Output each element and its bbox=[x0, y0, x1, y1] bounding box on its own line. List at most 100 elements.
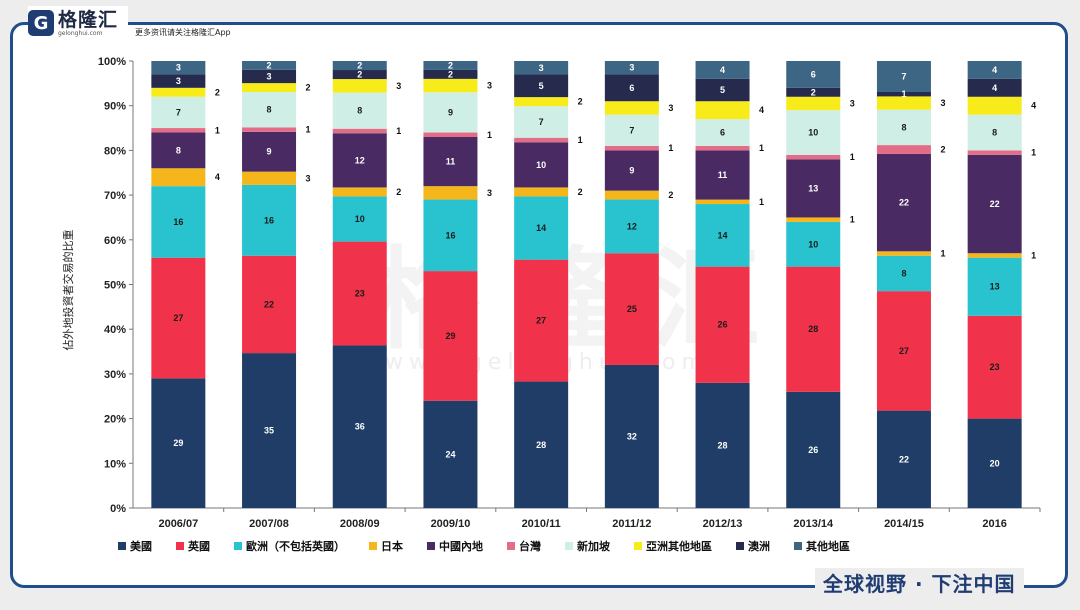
data-label: 23 bbox=[990, 362, 1000, 372]
data-label: 27 bbox=[173, 313, 183, 323]
data-label: 2 bbox=[357, 61, 362, 71]
data-label: 25 bbox=[627, 304, 637, 314]
bar-segment bbox=[514, 74, 569, 98]
bar-segment bbox=[786, 391, 841, 508]
bar-layer bbox=[151, 61, 1022, 508]
data-label: 14 bbox=[536, 223, 546, 233]
logo-mark-icon: G bbox=[28, 10, 54, 36]
bar-segment bbox=[151, 257, 206, 379]
data-label: 12 bbox=[355, 155, 365, 165]
data-label: 8 bbox=[901, 268, 906, 278]
legend-label: 歐洲（不包括英國） bbox=[246, 539, 345, 553]
x-tick-label: 2016 bbox=[982, 518, 1006, 530]
bar-segment bbox=[151, 74, 206, 88]
data-label: 2 bbox=[578, 97, 583, 107]
bar-segment bbox=[786, 61, 841, 88]
data-label: 7 bbox=[176, 107, 181, 117]
data-label: 4 bbox=[1031, 101, 1036, 111]
data-label: 8 bbox=[176, 145, 181, 155]
bar-segment bbox=[695, 61, 750, 79]
legend-swatch bbox=[234, 542, 242, 550]
data-label: 22 bbox=[899, 454, 909, 464]
data-label: 8 bbox=[357, 106, 362, 116]
data-label: 2 bbox=[357, 70, 362, 80]
data-label: 29 bbox=[445, 331, 455, 341]
bar-segment bbox=[423, 92, 478, 133]
bar-segment bbox=[151, 61, 206, 75]
bar-segment bbox=[967, 150, 1022, 155]
data-label: 1 bbox=[668, 143, 673, 153]
data-label: 2 bbox=[448, 69, 453, 79]
data-label: 3 bbox=[487, 188, 492, 198]
data-label: 2 bbox=[448, 60, 453, 70]
legend-label: 其他地區 bbox=[806, 539, 850, 553]
y-tick-label: 70% bbox=[104, 190, 126, 202]
data-label: 7 bbox=[629, 125, 634, 135]
data-label: 2 bbox=[578, 187, 583, 197]
y-tick-label: 0% bbox=[110, 503, 126, 515]
bar-segment bbox=[604, 253, 659, 365]
data-label: 11 bbox=[446, 157, 456, 167]
bar-segment bbox=[151, 128, 206, 133]
bar-segment bbox=[786, 87, 841, 97]
legend-swatch bbox=[736, 542, 744, 550]
legend: 美國 英國 歐洲（不包括英國） 日本 中國內地 台灣 新加坡 亞洲其他地區 澳洲 其他地區 bbox=[118, 539, 850, 553]
data-label: 2 bbox=[215, 87, 220, 97]
bar-segment bbox=[786, 110, 841, 155]
data-label: 22 bbox=[264, 299, 274, 309]
bar-segment bbox=[514, 187, 569, 197]
legend-label: 亞洲其他地區 bbox=[646, 539, 712, 553]
x-tick-label: 2007/08 bbox=[249, 518, 289, 530]
data-label: 2 bbox=[306, 83, 311, 93]
bar-segment bbox=[604, 114, 659, 146]
bar-segment bbox=[967, 315, 1022, 419]
bar-segment bbox=[332, 187, 387, 197]
header-tagline: 更多资讯请关注格隆汇App bbox=[133, 27, 233, 38]
footer-slogan: 全球视野 · 下注中国 bbox=[815, 568, 1024, 597]
logo-name: 格隆汇 bbox=[58, 8, 119, 31]
x-tick-label: 2011/12 bbox=[612, 518, 651, 530]
bar-segment bbox=[423, 400, 478, 508]
data-label: 13 bbox=[990, 282, 1000, 292]
bar-segment bbox=[332, 241, 387, 346]
legend-label: 日本 bbox=[381, 539, 403, 553]
data-label: 1 bbox=[1031, 250, 1036, 260]
data-label: 8 bbox=[267, 105, 272, 115]
data-label: 16 bbox=[264, 215, 274, 225]
data-label: 1 bbox=[396, 126, 401, 136]
bar-segment bbox=[786, 96, 841, 111]
data-label: 5 bbox=[720, 85, 725, 95]
bar-segment bbox=[423, 199, 478, 272]
bar-segment bbox=[332, 133, 387, 188]
data-label: 1 bbox=[1031, 148, 1036, 158]
data-label: 20 bbox=[990, 458, 1000, 468]
bar-segment bbox=[151, 132, 206, 169]
bar-segment bbox=[242, 61, 297, 70]
bar-segment bbox=[514, 97, 569, 107]
data-label: 10 bbox=[808, 239, 818, 249]
x-tick-label: 2008/09 bbox=[340, 518, 380, 530]
data-label: 11 bbox=[718, 170, 728, 180]
bar-segment bbox=[423, 132, 478, 137]
bar-segment bbox=[242, 69, 297, 84]
data-label: 7 bbox=[539, 117, 544, 127]
data-label: 3 bbox=[396, 81, 401, 91]
data-label: 23 bbox=[355, 289, 365, 299]
legend-swatch bbox=[634, 542, 642, 550]
bar-segment bbox=[242, 353, 297, 508]
data-label: 3 bbox=[267, 71, 272, 81]
label-layer: 2927164817233352216391823236231021218322… bbox=[173, 60, 1036, 468]
bar-segment bbox=[423, 78, 478, 93]
bar-segment bbox=[332, 92, 387, 129]
data-label: 28 bbox=[808, 324, 818, 334]
bar-segment bbox=[423, 186, 478, 200]
data-label: 3 bbox=[176, 63, 181, 73]
bar-segment bbox=[695, 150, 750, 200]
y-tick-label: 30% bbox=[104, 369, 126, 381]
data-label: 3 bbox=[668, 103, 673, 113]
bar-segment bbox=[876, 109, 931, 146]
data-label: 8 bbox=[901, 122, 906, 132]
logo-domain: gelonghui.com bbox=[58, 29, 103, 37]
legend-swatch bbox=[794, 542, 802, 550]
data-label: 26 bbox=[718, 320, 728, 330]
